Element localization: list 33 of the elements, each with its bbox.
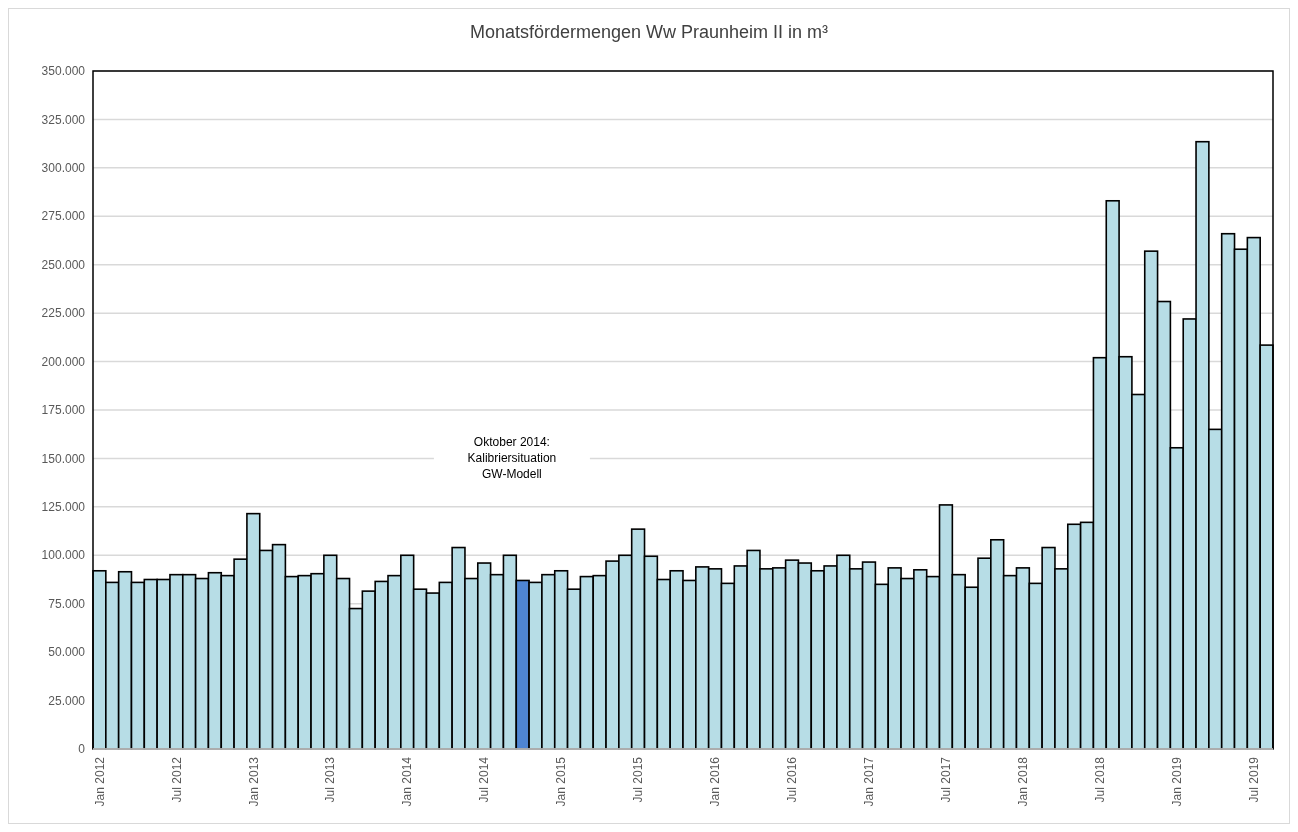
x-tick-label: Jan 2012 bbox=[92, 756, 107, 807]
x-tick-label: Jul 2015 bbox=[631, 756, 646, 803]
x-tick-label: Jul 2019 bbox=[1246, 756, 1261, 803]
x-tick-label: Jan 2019 bbox=[1170, 756, 1184, 807]
annotation: Oktober 2014: Kalibriersituation GW-Modell bbox=[467, 435, 557, 482]
y-tick-label: 200.000 bbox=[41, 354, 86, 369]
x-tick-label: Jul 2017 bbox=[939, 756, 954, 803]
x-tick-label: Jul 2013 bbox=[323, 756, 338, 803]
x-tick-label: Jan 2014 bbox=[400, 756, 415, 807]
x-tick-label: Jul 2014 bbox=[477, 756, 492, 803]
x-tick-label: Jan 2017 bbox=[862, 756, 877, 807]
y-tick-label: 325.000 bbox=[41, 112, 86, 127]
x-tick-label: Jan 2013 bbox=[246, 756, 261, 807]
x-tick-label: Jan 2015 bbox=[554, 756, 569, 807]
y-tick-label: 175.000 bbox=[41, 403, 86, 418]
x-tick-label: Jan 2018 bbox=[1016, 756, 1031, 807]
x-tick-label: Jul 2012 bbox=[169, 756, 184, 803]
y-tick-label: 50.000 bbox=[48, 645, 86, 660]
y-tick-label: 75.000 bbox=[48, 596, 86, 611]
y-tick-label: 225.000 bbox=[41, 306, 86, 321]
y-tick-label: 150.000 bbox=[41, 451, 86, 466]
y-tick-label: 25.000 bbox=[48, 693, 86, 708]
x-tick-label: Jul 2018 bbox=[1093, 756, 1108, 803]
chart-title: Monatsfördermengen Ww Praunheim II in m³ bbox=[469, 22, 829, 42]
y-tick-label: 300.000 bbox=[41, 161, 86, 176]
x-tick-label: Jul 2016 bbox=[785, 756, 800, 803]
x-tick-label: Jan 2016 bbox=[708, 756, 723, 807]
y-tick-label: 250.000 bbox=[41, 257, 86, 272]
y-tick-label: 350.000 bbox=[41, 64, 86, 79]
y-tick-label: 275.000 bbox=[41, 209, 86, 224]
y-tick-label: 100.000 bbox=[41, 548, 86, 563]
y-tick-label: 0 bbox=[78, 742, 86, 757]
y-tick-label: 125.000 bbox=[41, 500, 86, 515]
